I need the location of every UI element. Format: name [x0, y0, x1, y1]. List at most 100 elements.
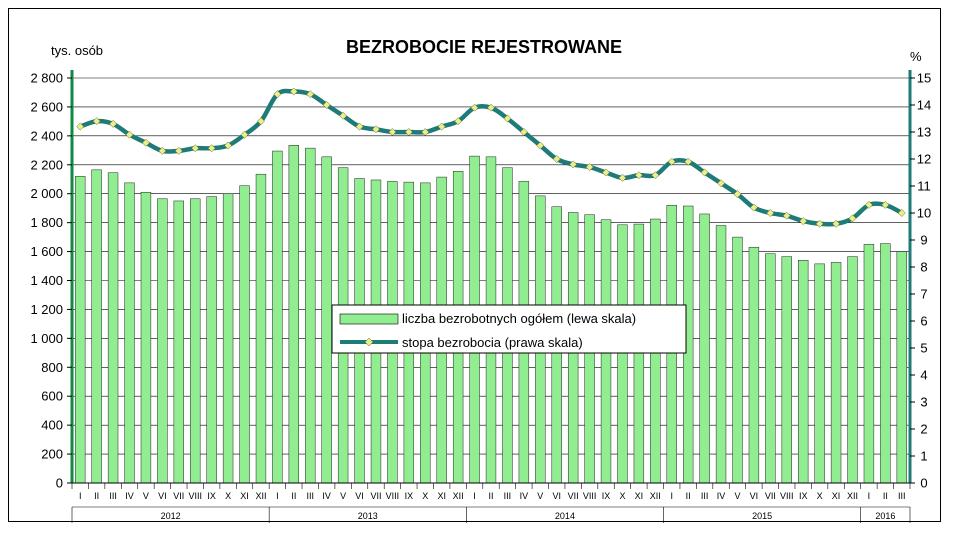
line-point: [224, 141, 233, 150]
left-tick-label: 2 200: [30, 157, 63, 172]
bar: [305, 147, 316, 484]
left-tick-label: 600: [41, 389, 63, 404]
month-label: III: [504, 491, 512, 501]
line-point: [634, 171, 643, 180]
line-point: [109, 119, 118, 128]
year-label: 2014: [555, 511, 575, 521]
month-label: IX: [602, 491, 611, 501]
bar: [321, 156, 332, 484]
right-tick-label: 10: [917, 206, 931, 221]
month-label: I: [670, 491, 673, 501]
line-point: [651, 171, 660, 180]
line-point: [207, 144, 216, 153]
month-label: VII: [173, 491, 184, 501]
left-tick-label: 2 600: [30, 99, 63, 114]
line-point: [766, 209, 775, 217]
right-tick-label: 1: [920, 449, 927, 464]
right-tick-label: 11: [917, 179, 931, 194]
bar: [107, 172, 119, 484]
line-point: [437, 122, 446, 131]
right-tick-label: 4: [920, 368, 927, 383]
bar: [748, 246, 760, 484]
line-point: [684, 157, 693, 166]
month-label: I: [276, 491, 279, 501]
month-label: I: [473, 491, 476, 501]
line-point: [733, 190, 742, 199]
line-point: [536, 141, 545, 150]
month-label: III: [109, 491, 117, 501]
legend-box: [331, 304, 687, 354]
legend-line-label: stopa bezrobocia (prawa skala): [402, 335, 583, 350]
month-label: VIII: [780, 491, 794, 501]
bar: [157, 198, 168, 484]
month-label: X: [619, 491, 625, 501]
line-point: [306, 90, 315, 99]
line-point: [503, 114, 512, 123]
bar: [732, 236, 743, 484]
right-tick-label: 14: [917, 98, 931, 113]
right-tick-label: 3: [920, 395, 927, 410]
month-label: VI: [552, 491, 561, 501]
bar: [190, 198, 201, 484]
left-tick-label: 2 000: [30, 186, 63, 201]
line-point: [897, 209, 906, 217]
bar: [91, 169, 102, 484]
line-point: [141, 138, 150, 147]
line-point: [125, 130, 134, 139]
line-point: [174, 146, 183, 155]
month-label: II: [291, 491, 296, 501]
line-point: [700, 168, 709, 177]
bar: [830, 262, 842, 484]
left-tick-label: 400: [41, 418, 63, 433]
line-point: [191, 144, 200, 153]
left-tick-label: 1 800: [30, 215, 63, 230]
line-point: [421, 128, 430, 136]
left-tick-label: 1 600: [30, 244, 63, 259]
right-axis-unit: %: [910, 49, 922, 64]
month-label: X: [817, 491, 823, 501]
line-point: [487, 103, 495, 112]
left-tick-label: 1 200: [30, 302, 63, 317]
line-point: [257, 117, 265, 126]
line-point: [388, 128, 397, 136]
month-label: VIII: [386, 491, 400, 501]
bar: [222, 193, 234, 484]
unemployment-chart: BEZROBOCIE REJESTROWANE tys. osób % 0200…: [30, 37, 931, 523]
right-tick-label: 6: [920, 314, 927, 329]
month-label: V: [143, 491, 149, 501]
right-tick-label: 9: [920, 233, 927, 248]
line-point: [552, 155, 561, 163]
month-label: III: [701, 491, 709, 501]
right-tick-label: 5: [920, 341, 927, 356]
bar: [765, 253, 776, 484]
month-label: V: [537, 491, 543, 501]
right-tick-label: 13: [917, 125, 931, 140]
month-label: XI: [635, 491, 644, 501]
month-label: III: [306, 491, 314, 501]
line-point: [569, 160, 578, 169]
month-label: VII: [370, 491, 381, 501]
chart-title: BEZROBOCIE REJESTROWANE: [346, 37, 622, 57]
bar: [715, 225, 727, 484]
month-label: II: [686, 491, 691, 501]
month-label: XII: [650, 491, 661, 501]
month-label: IV: [520, 491, 529, 501]
bar: [255, 173, 267, 484]
month-label: X: [225, 491, 231, 501]
bar: [206, 196, 217, 484]
month-label: VI: [355, 491, 364, 501]
bar: [288, 145, 300, 484]
month-label: II: [883, 491, 888, 501]
line-point: [832, 219, 841, 228]
x-axis-labels: I II III IV V VI VII VIII IX X XI XII I II III IV V VI VII…: [71, 483, 911, 523]
month-label: XI: [437, 491, 446, 501]
month-label: XII: [255, 491, 266, 501]
bar: [880, 243, 891, 484]
right-tick-label: 12: [917, 152, 931, 167]
right-tick-label: 8: [920, 260, 927, 275]
month-label: IV: [322, 491, 331, 501]
year-label: 2016: [875, 511, 895, 521]
year-label: 2015: [752, 511, 772, 521]
chart-frame: BEZROBOCIE REJESTROWANE tys. osób % 0 200…: [8, 8, 941, 523]
tick-labels: 0 200 400 600 800 1 000 1 200 1 400 1 600 1 800 2 …: [30, 71, 931, 491]
